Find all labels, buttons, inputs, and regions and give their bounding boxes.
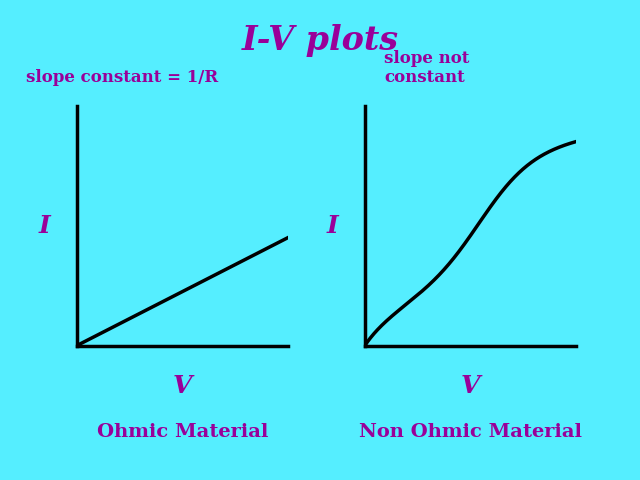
Text: Ohmic Material: Ohmic Material [97,423,268,441]
Text: slope not
constant: slope not constant [384,50,469,86]
Text: V: V [461,374,480,398]
Text: I-V plots: I-V plots [241,24,399,57]
Text: slope constant = 1/R: slope constant = 1/R [26,70,218,86]
Text: Non Ohmic Material: Non Ohmic Material [359,423,582,441]
Text: V: V [173,374,192,398]
Text: I: I [39,214,51,238]
Text: I: I [327,214,339,238]
